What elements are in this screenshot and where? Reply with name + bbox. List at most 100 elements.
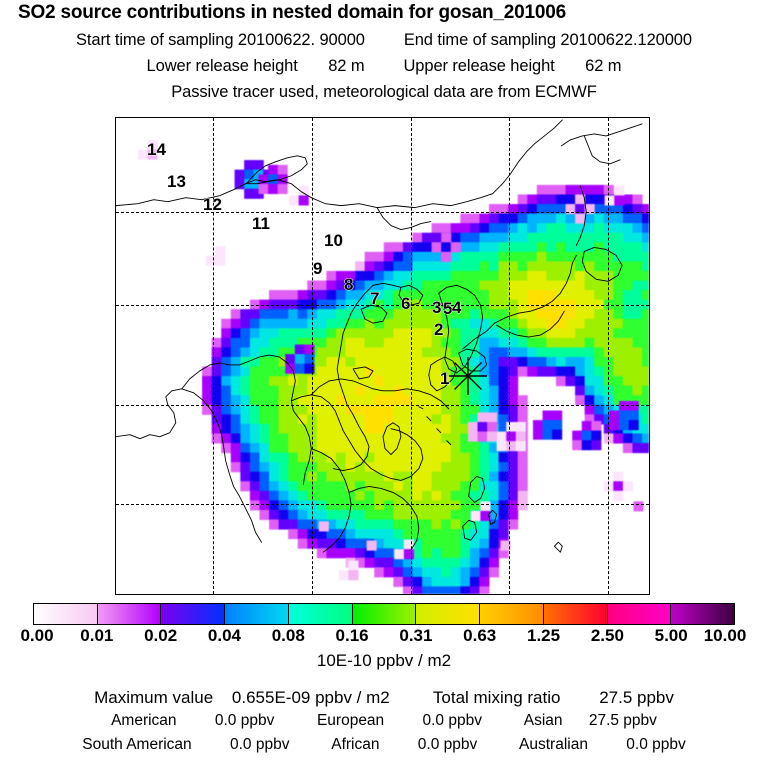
heatmap-cell <box>288 443 299 454</box>
heatmap-cell <box>402 586 413 594</box>
heatmap-cell <box>345 299 356 310</box>
heatmap-cell <box>316 280 327 291</box>
heatmap-cell <box>249 299 260 310</box>
colorbar-unit-label: 10E-10 ppbv / m2 <box>316 651 452 670</box>
heatmap-cell <box>244 179 255 190</box>
heatmap-cell <box>383 251 394 262</box>
heatmap-cell <box>594 414 605 425</box>
heatmap-cell <box>326 471 337 482</box>
heatmap-cell <box>622 261 633 272</box>
heatmap-cell <box>469 414 480 425</box>
heatmap-cell <box>450 529 461 540</box>
heatmap-cell <box>355 538 366 549</box>
heatmap-cell <box>355 433 366 444</box>
heatmap-cell <box>622 376 633 387</box>
heatmap-cell <box>619 410 630 421</box>
heatmap-cell <box>374 366 385 377</box>
heatmap-cell <box>422 529 433 540</box>
heatmap-cell <box>555 328 567 339</box>
heatmap-cell <box>412 471 423 482</box>
heatmap-cell <box>467 422 479 433</box>
heatmap-cell <box>489 213 500 224</box>
heatmap-cell <box>297 318 308 329</box>
heatmap-cell <box>498 280 509 291</box>
heatmap-cell <box>498 414 509 425</box>
heatmap-cell <box>345 538 356 549</box>
heatmap-cell <box>460 471 471 482</box>
heatmap-cell <box>622 366 633 377</box>
heatmap-cell <box>393 337 404 348</box>
heatmap-cell <box>383 261 394 272</box>
heatmap-cell <box>412 538 423 549</box>
heatmap-cell <box>297 519 308 530</box>
heatmap-cell <box>480 510 491 521</box>
heatmap-cell <box>622 309 633 320</box>
heatmap-cell <box>584 395 595 406</box>
heatmap-cell <box>632 337 643 348</box>
heatmap-cell <box>364 519 375 530</box>
heatmap-cell <box>575 337 586 348</box>
colorbar[interactable] <box>33 603 735 625</box>
heatmap-cell <box>508 490 519 501</box>
heatmap-cell <box>374 452 385 463</box>
heatmap-cell <box>412 309 423 320</box>
heatmap-cell <box>249 423 260 434</box>
heatmap-cell <box>259 509 270 521</box>
heatmap-cell <box>460 557 471 568</box>
map-plot-area[interactable]: 14 13 12 11 10 9 8 7 6 3 5 4 2 1 <box>115 117 650 595</box>
heatmap-cell <box>394 549 405 560</box>
heatmap-cell <box>642 299 649 310</box>
heatmap-cell <box>591 421 602 432</box>
heatmap-cell <box>613 395 624 406</box>
heatmap-cell <box>431 290 442 301</box>
heatmap-cell <box>278 500 289 511</box>
heatmap-cell <box>259 376 270 387</box>
heatmap-cell <box>628 420 639 431</box>
heatmap-cell <box>527 194 538 205</box>
heatmap-cell <box>489 299 500 310</box>
heatmap-cell <box>277 174 288 185</box>
heatmap-cell <box>412 232 423 243</box>
heatmap-cell <box>477 412 488 423</box>
heatmap-cell <box>383 462 394 473</box>
heatmap-cell <box>460 414 471 425</box>
heatmap-cell <box>383 404 394 415</box>
heatmap-cell <box>460 251 471 262</box>
heatmap-cell <box>374 433 385 444</box>
heatmap-cell <box>498 462 509 473</box>
heatmap-cell <box>469 280 480 291</box>
heatmap-cell <box>441 366 452 377</box>
heatmap-cell <box>622 328 633 339</box>
heatmap-cell <box>211 385 222 396</box>
heatmap-cell <box>431 538 442 549</box>
heatmap-cell <box>469 548 480 559</box>
heatmap-cell <box>297 529 308 540</box>
heatmap-cell <box>479 404 490 415</box>
heatmap-cell <box>249 366 260 377</box>
heatmap-cell <box>565 299 576 310</box>
heatmap-cell <box>498 242 509 253</box>
heatmap-cell <box>393 567 404 578</box>
heatmap-cell <box>269 366 280 377</box>
heatmap-cell <box>393 529 404 540</box>
heatmap-cell <box>565 242 576 253</box>
heatmap-cell <box>402 576 413 587</box>
heatmap-cell <box>278 452 289 463</box>
heatmap-cell <box>489 538 500 549</box>
heatmap-cell <box>278 309 289 320</box>
heatmap-cell <box>584 328 595 339</box>
heatmap-cell <box>460 309 471 320</box>
trajectory-label-12: 12 <box>203 195 222 214</box>
heatmap-cell <box>441 423 452 434</box>
heatmap-cell <box>345 347 356 358</box>
heatmap-cell <box>565 337 576 348</box>
heatmap-cell <box>632 261 643 272</box>
heatmap-cell <box>546 204 557 215</box>
heatmap-cell <box>479 366 490 377</box>
region-asian-label: Asian <box>523 712 563 729</box>
heatmap-cell <box>297 538 308 549</box>
heatmap-cell <box>431 471 442 482</box>
heatmap-cell <box>565 290 576 301</box>
heatmap-cell <box>383 471 394 482</box>
heatmap-cell <box>364 366 375 377</box>
